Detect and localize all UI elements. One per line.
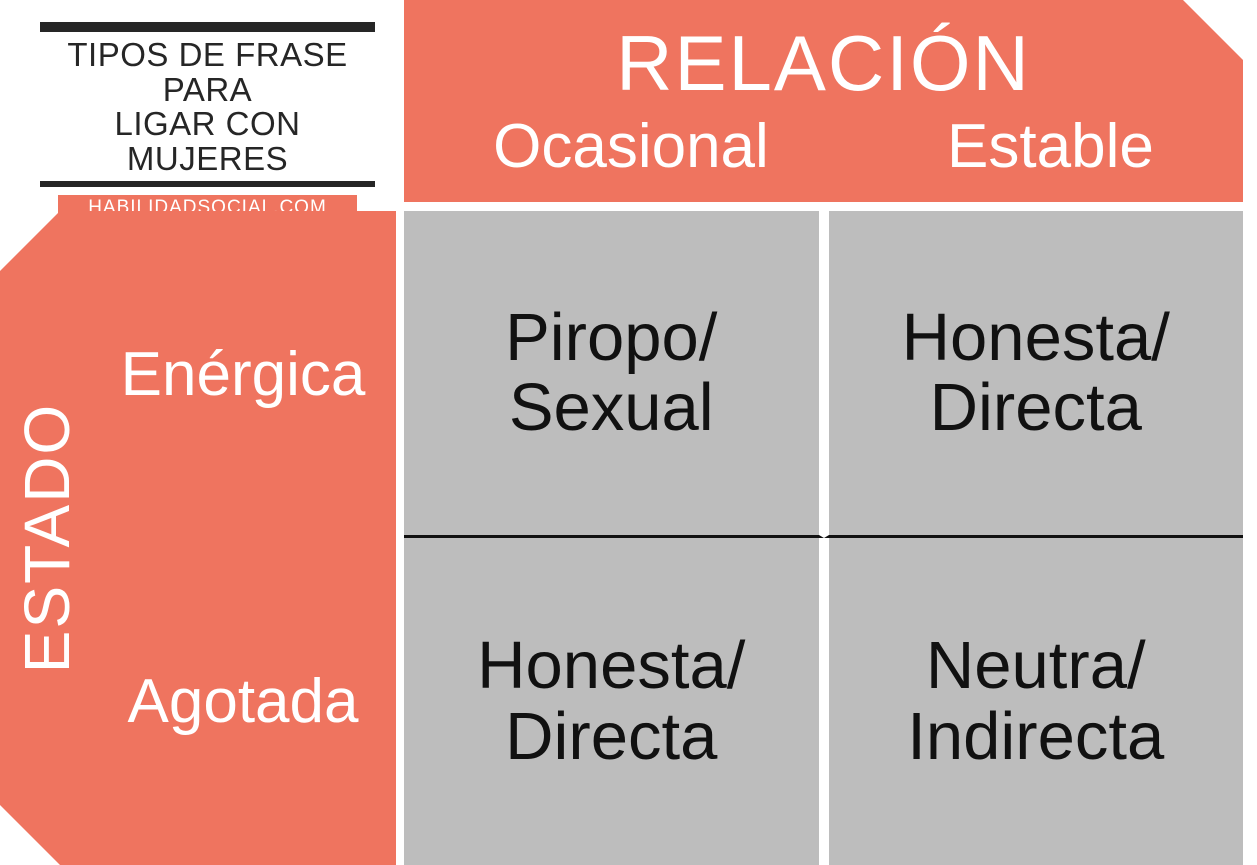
matrix-cell-1-1: Neutra/ Indirecta [824,538,1244,865]
top-axis-header: RELACIÓN Ocasional Estable [404,0,1243,202]
top-axis-label: RELACIÓN [616,24,1031,102]
top-axis-columns: Ocasional Estable [404,116,1243,178]
title-bar-top [40,22,375,32]
cell-line2: Directa [505,702,717,772]
left-axis-label: ESTADO [10,403,84,673]
cell-line1: Piropo/ [505,303,717,373]
cell-line2: Indirecta [907,702,1164,772]
matrix-cell-0-1: Honesta/ Directa [824,211,1244,538]
title-bar-bottom [40,181,375,187]
matrix-cell-1-0: Honesta/ Directa [404,538,824,865]
top-axis-col-0: Ocasional [493,116,769,178]
title-text: TIPOS DE FRASE PARA LIGAR CON MUJERES [40,32,375,181]
title-line1: TIPOS DE FRASE PARA [67,36,347,108]
left-axis-row-0: Enérgica [90,211,396,538]
cell-line1: Honesta/ [902,303,1170,373]
left-axis-rows: Enérgica Agotada [90,211,396,865]
cell-line2: Directa [930,373,1142,443]
cell-line1: Neutra/ [926,631,1146,701]
cell-line2: Sexual [509,373,714,443]
matrix-grid: Piropo/ Sexual Honesta/ Directa Honesta/… [404,211,1243,865]
left-axis-label-wrap: ESTADO [2,211,92,865]
matrix-cell-0-0: Piropo/ Sexual [404,211,824,538]
top-axis-col-1: Estable [947,116,1154,178]
title-box: TIPOS DE FRASE PARA LIGAR CON MUJERES HA… [40,22,375,222]
title-line2: LIGAR CON MUJERES [114,105,300,177]
left-axis-row-1: Agotada [90,538,396,865]
cell-line1: Honesta/ [477,631,745,701]
left-axis-header: ESTADO Enérgica Agotada [0,211,396,865]
